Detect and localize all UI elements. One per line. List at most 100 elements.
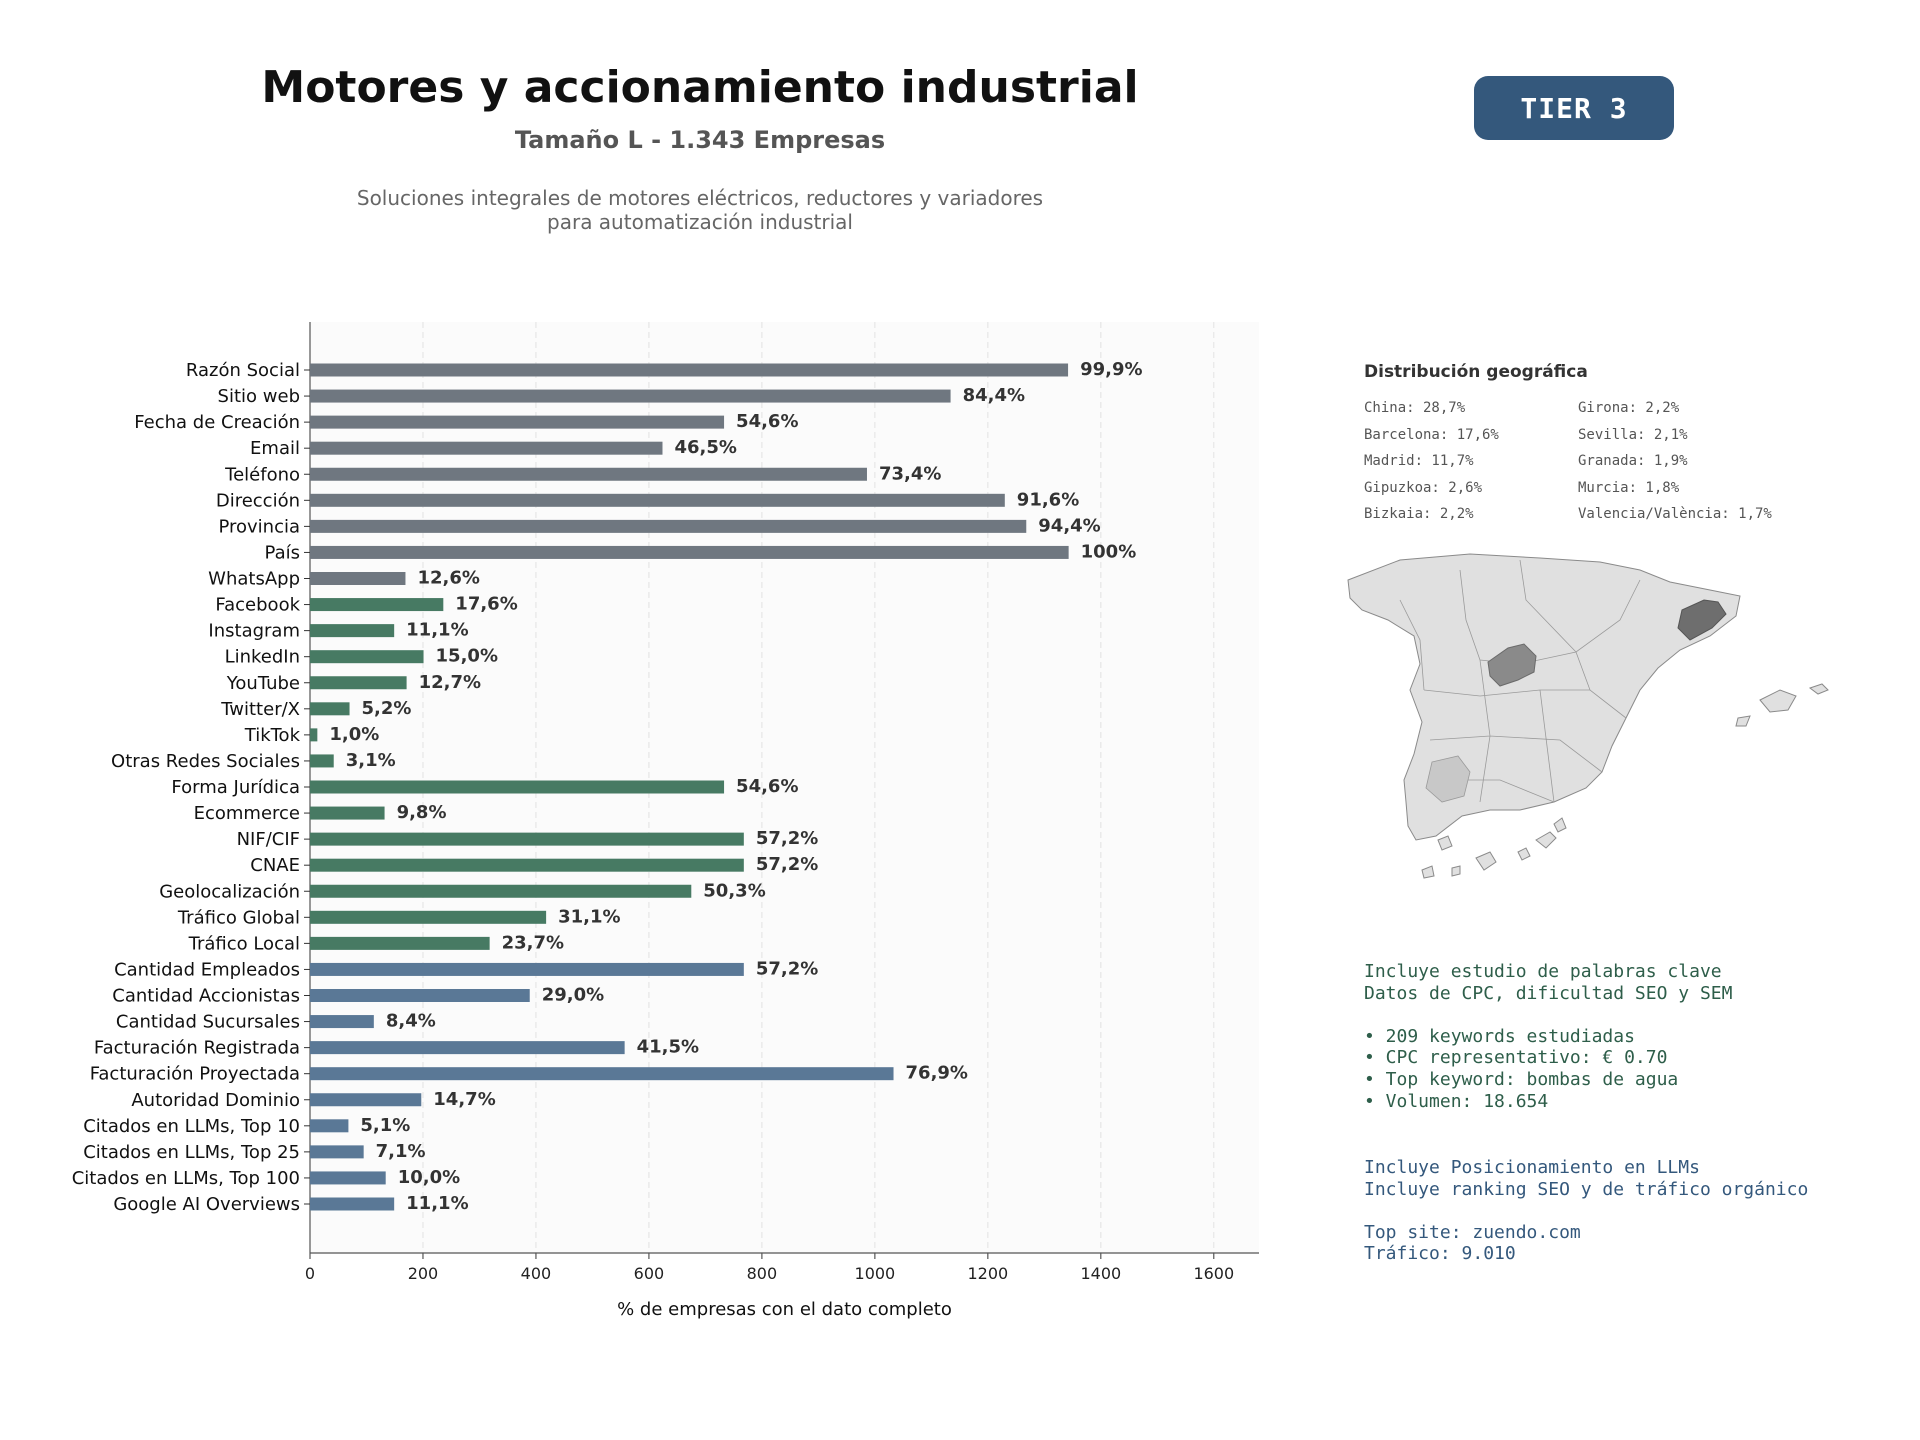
bar-value-label: 8,4%: [386, 1011, 436, 1032]
category-label: Provincia: [218, 516, 300, 537]
category-label: WhatsApp: [208, 569, 300, 590]
bar-value-label: 14,7%: [433, 1089, 495, 1110]
bar-value-label: 76,9%: [906, 1063, 968, 1084]
category-label: Tráfico Local: [188, 933, 300, 954]
bar-value-label: 15,0%: [436, 646, 498, 667]
category-label: CNAE: [250, 855, 300, 876]
category-label: Teléfono: [224, 464, 300, 485]
llm-info-line: Incluye Posicionamiento en LLMs: [1364, 1157, 1700, 1178]
bar: [310, 702, 350, 716]
map-region-sevilla: [1425, 755, 1471, 803]
x-tick-label: 1600: [1193, 1264, 1234, 1283]
bar-value-label: 46,5%: [674, 437, 736, 458]
category-label: NIF/CIF: [237, 829, 300, 850]
x-tick-label: 1000: [855, 1264, 896, 1283]
bar: [310, 1067, 894, 1081]
spain-map: [1347, 553, 1829, 879]
bar-value-label: 91,6%: [1017, 489, 1079, 510]
x-tick-label: 800: [747, 1264, 778, 1283]
seo-info-line: • 209 keywords estudiadas: [1364, 1025, 1635, 1047]
seo-info-line: • Top keyword: bombas de agua: [1364, 1069, 1679, 1090]
bar: [310, 624, 395, 638]
geo-item: Bizkaia: 2,2%: [1364, 506, 1474, 522]
map-region-madrid: [1487, 643, 1537, 687]
x-tick-label: 200: [408, 1264, 439, 1283]
bar-value-label: 57,2%: [756, 854, 818, 875]
bar-value-label: 54,6%: [736, 411, 798, 432]
llm-info-line: Top site: zuendo.com: [1364, 1221, 1581, 1243]
page-subtitle: Tamaño L - 1.343 Empresas: [514, 126, 886, 154]
category-label: Forma Jurídica: [171, 777, 300, 798]
geo-item: Girona: 2,2%: [1578, 400, 1680, 416]
description-line: Soluciones integrales de motores eléctri…: [356, 186, 1044, 210]
geo-item: Barcelona: 17,6%: [1364, 426, 1499, 443]
bar-value-label: 57,2%: [756, 958, 818, 979]
x-tick-label: 1200: [967, 1264, 1008, 1283]
category-label: Cantidad Empleados: [114, 959, 300, 980]
bar: [310, 519, 1027, 533]
geo-item: Madrid: 11,7%: [1364, 453, 1474, 469]
geo-item: China: 28,7%: [1364, 400, 1466, 416]
bar: [310, 1145, 364, 1159]
bar: [310, 728, 318, 742]
geo-item: Murcia: 1,8%: [1578, 479, 1680, 496]
bar-value-label: 23,7%: [502, 932, 564, 953]
x-tick-label: 0: [305, 1264, 315, 1283]
bar: [310, 363, 1069, 377]
page-description: Soluciones integrales de motores eléctri…: [200, 186, 1200, 234]
bar-value-label: 29,0%: [542, 985, 604, 1006]
geo-item: Sevilla: 2,1%: [1578, 426, 1688, 443]
bar: [310, 676, 407, 690]
x-tick-label: 600: [634, 1264, 665, 1283]
bar: [310, 650, 424, 664]
bar-value-label: 57,2%: [756, 828, 818, 849]
bar-value-label: 94,4%: [1038, 515, 1100, 536]
category-label: Facebook: [215, 595, 300, 616]
seo-info-line: Datos de CPC, dificultad SEO y SEM: [1364, 982, 1733, 1004]
bar: [310, 1197, 395, 1211]
bar-value-label: 41,5%: [637, 1037, 699, 1058]
bar-value-label: 99,9%: [1080, 359, 1142, 380]
bar: [310, 1093, 422, 1107]
bar: [310, 598, 444, 612]
bar: [310, 910, 547, 924]
category-label: Geolocalización: [159, 881, 300, 902]
bar-value-label: 5,2%: [362, 698, 412, 719]
bar-value-label: 84,4%: [963, 385, 1025, 406]
page-title: Motores y accionamiento industrial: [261, 62, 1139, 113]
seo-info-line: • CPC representativo: € 0.70: [1364, 1047, 1668, 1069]
category-label: Email: [250, 438, 300, 459]
category-label: Sitio web: [218, 386, 300, 407]
category-label: Facturación Proyectada: [90, 1064, 300, 1085]
geo-item: Granada: 1,9%: [1578, 453, 1688, 469]
bar-value-label: 5,1%: [360, 1115, 410, 1136]
geo-item: Gipuzkoa: 2,6%: [1364, 479, 1483, 496]
category-label: País: [265, 542, 300, 563]
bar: [310, 962, 744, 976]
category-label: Google AI Overviews: [113, 1194, 300, 1215]
bar: [310, 572, 406, 585]
category-label: Otras Redes Sociales: [111, 751, 300, 772]
bar: [310, 989, 530, 1002]
llm-info-line: Incluye ranking SEO y de tráfico orgánic…: [1364, 1178, 1809, 1200]
geo-distribution-title: Distribución geográfica: [1364, 362, 1588, 382]
category-label: Twitter/X: [220, 699, 300, 720]
category-label: Cantidad Sucursales: [116, 1012, 300, 1033]
bar-value-label: 12,7%: [419, 672, 481, 693]
description-line: para automatización industrial: [547, 210, 853, 234]
category-label: Fecha de Creación: [134, 412, 300, 433]
category-label: Citados en LLMs, Top 10: [83, 1116, 300, 1137]
bar-value-label: 50,3%: [703, 880, 765, 901]
bar: [310, 1041, 625, 1055]
bar: [310, 754, 334, 768]
llm-info-line: Tráfico: 9.010: [1364, 1243, 1516, 1265]
bar-chart: 0 200 400 600 800 1000 1200 1400 1600 % de empres…: [72, 322, 1259, 1320]
bar: [310, 1119, 349, 1133]
bar: [310, 806, 385, 820]
bar-value-label: 31,1%: [558, 906, 620, 927]
bar-value-label: 11,1%: [406, 620, 468, 641]
bar-value-label: 10,0%: [398, 1167, 460, 1188]
tier-badge: TIER 3: [1474, 76, 1674, 140]
category-label: Citados en LLMs, Top 100: [72, 1168, 300, 1189]
category-label: Instagram: [208, 621, 300, 642]
